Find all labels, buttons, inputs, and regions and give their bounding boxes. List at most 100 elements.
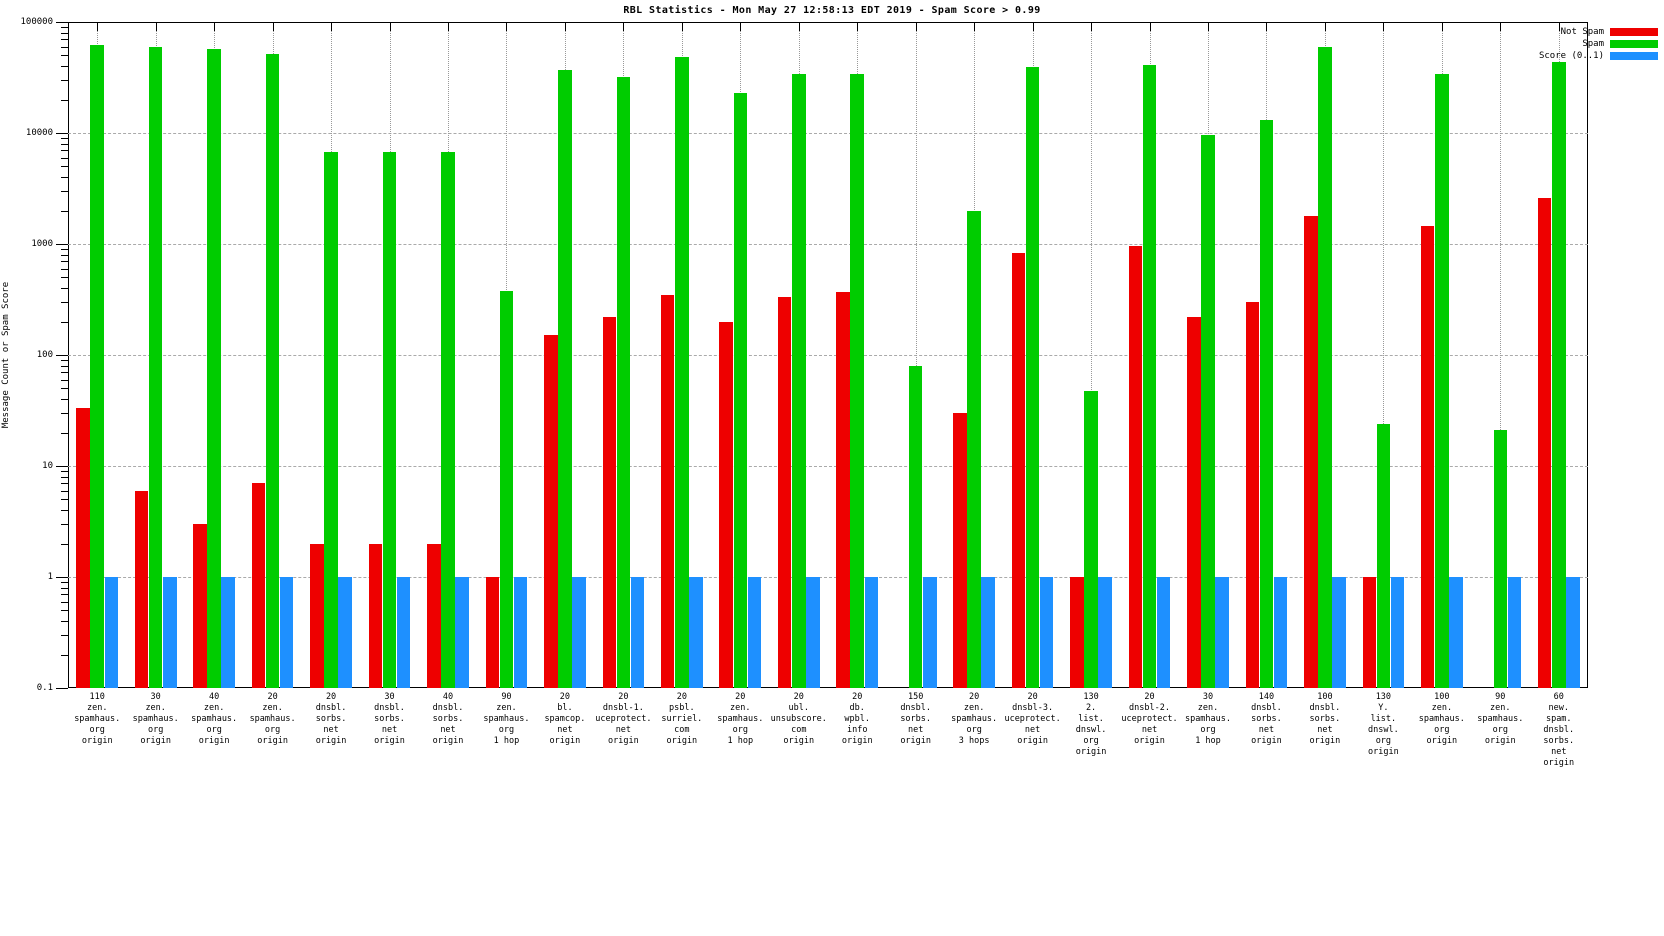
bar-group[interactable]	[544, 22, 586, 688]
bar-spam[interactable]	[382, 151, 397, 688]
bar-score[interactable]	[1507, 577, 1522, 688]
bar-group[interactable]	[368, 22, 411, 688]
bar-spam[interactable]	[324, 151, 338, 688]
bar-spam[interactable]	[90, 45, 104, 688]
bar-group[interactable]	[777, 22, 820, 688]
bar-spam[interactable]	[1376, 423, 1391, 688]
bar-group[interactable]	[1011, 22, 1054, 688]
bar-spam[interactable]	[675, 57, 689, 688]
bar-score[interactable]	[1156, 577, 1171, 688]
bar-not-spam[interactable]	[660, 294, 675, 688]
bar-spam[interactable]	[792, 74, 806, 688]
bar-not-spam[interactable]	[1420, 226, 1435, 688]
bar-group[interactable]	[1537, 22, 1580, 688]
bar-score[interactable]	[1332, 577, 1346, 688]
bar-score[interactable]	[1039, 577, 1054, 688]
bar-score[interactable]	[1449, 577, 1463, 688]
bar-score[interactable]	[396, 577, 411, 688]
bar-score[interactable]	[1273, 577, 1288, 688]
bar-group[interactable]	[602, 22, 645, 688]
bar-group[interactable]	[1128, 22, 1171, 688]
bar-spam[interactable]	[733, 92, 748, 688]
bar-spam[interactable]	[207, 49, 221, 688]
bar-score[interactable]	[630, 577, 645, 688]
bar-spam[interactable]	[1201, 135, 1215, 688]
bar-not-spam[interactable]	[193, 524, 207, 688]
bar-spam[interactable]	[967, 210, 981, 688]
bar-score[interactable]	[923, 577, 937, 688]
bar-group[interactable]	[836, 22, 879, 688]
bar-score[interactable]	[689, 577, 703, 688]
bar-spam[interactable]	[1552, 61, 1566, 688]
bar-group[interactable]	[251, 22, 294, 688]
bar-spam[interactable]	[616, 76, 631, 688]
bar-spam[interactable]	[1025, 67, 1040, 688]
bar-group[interactable]	[660, 22, 703, 688]
bar-score[interactable]	[1098, 577, 1112, 688]
bar-not-spam[interactable]	[485, 577, 500, 688]
bar-not-spam[interactable]	[368, 543, 383, 688]
bar-not-spam[interactable]	[1245, 302, 1260, 688]
bar-score[interactable]	[221, 577, 235, 688]
bar-score[interactable]	[747, 577, 762, 688]
bar-not-spam[interactable]	[777, 297, 792, 688]
bar-spam[interactable]	[908, 365, 923, 688]
bar-score[interactable]	[1566, 577, 1580, 688]
bar-score[interactable]	[163, 577, 177, 688]
bar-score[interactable]	[1215, 577, 1229, 688]
bar-spam[interactable]	[265, 53, 280, 688]
bar-group[interactable]	[1187, 22, 1229, 688]
bar-not-spam[interactable]	[719, 321, 733, 688]
bar-not-spam[interactable]	[602, 317, 617, 688]
bar-spam[interactable]	[1435, 74, 1449, 688]
bar-spam[interactable]	[499, 290, 514, 688]
bar-score[interactable]	[338, 577, 352, 688]
bar-group[interactable]	[134, 22, 177, 688]
bar-score[interactable]	[572, 577, 586, 688]
bar-spam[interactable]	[1084, 391, 1098, 688]
bar-not-spam[interactable]	[310, 543, 324, 688]
bar-group[interactable]	[1245, 22, 1288, 688]
bar-not-spam[interactable]	[1362, 577, 1377, 688]
bar-not-spam[interactable]	[251, 483, 266, 688]
bar-group[interactable]	[895, 22, 937, 688]
bar-score[interactable]	[806, 577, 820, 688]
bar-score[interactable]	[279, 577, 294, 688]
bar-score[interactable]	[1390, 577, 1405, 688]
bar-not-spam[interactable]	[1304, 215, 1318, 688]
bar-group[interactable]	[719, 22, 762, 688]
bar-score[interactable]	[513, 577, 528, 688]
bar-group[interactable]	[953, 22, 995, 688]
bar-group[interactable]	[1420, 22, 1463, 688]
bar-spam[interactable]	[1318, 46, 1332, 688]
bar-group[interactable]	[1362, 22, 1405, 688]
bar-not-spam[interactable]	[1011, 252, 1026, 688]
bar-not-spam[interactable]	[544, 335, 558, 688]
bar-group[interactable]	[310, 22, 352, 688]
bar-not-spam[interactable]	[1128, 245, 1143, 688]
bar-group[interactable]	[1304, 22, 1346, 688]
bar-group[interactable]	[485, 22, 528, 688]
bar-not-spam[interactable]	[427, 543, 441, 688]
bar-spam[interactable]	[1493, 430, 1508, 688]
bar-not-spam[interactable]	[1070, 577, 1084, 688]
bar-group[interactable]	[76, 22, 119, 688]
bar-not-spam[interactable]	[1537, 197, 1552, 688]
bar-not-spam[interactable]	[134, 490, 149, 688]
bar-group[interactable]	[193, 22, 235, 688]
bar-spam[interactable]	[1142, 64, 1157, 688]
bar-not-spam[interactable]	[953, 413, 967, 688]
bar-group[interactable]	[1070, 22, 1112, 688]
bar-spam[interactable]	[850, 74, 864, 688]
bar-spam[interactable]	[1259, 120, 1274, 688]
bar-spam[interactable]	[558, 69, 572, 688]
bar-spam[interactable]	[441, 151, 455, 688]
bar-score[interactable]	[981, 577, 995, 688]
bar-not-spam[interactable]	[836, 291, 850, 688]
bar-score[interactable]	[104, 577, 119, 688]
bar-score[interactable]	[455, 577, 469, 688]
bar-not-spam[interactable]	[76, 408, 90, 688]
bar-group[interactable]	[1479, 22, 1522, 688]
bar-spam[interactable]	[148, 46, 163, 688]
bar-score[interactable]	[864, 577, 879, 688]
